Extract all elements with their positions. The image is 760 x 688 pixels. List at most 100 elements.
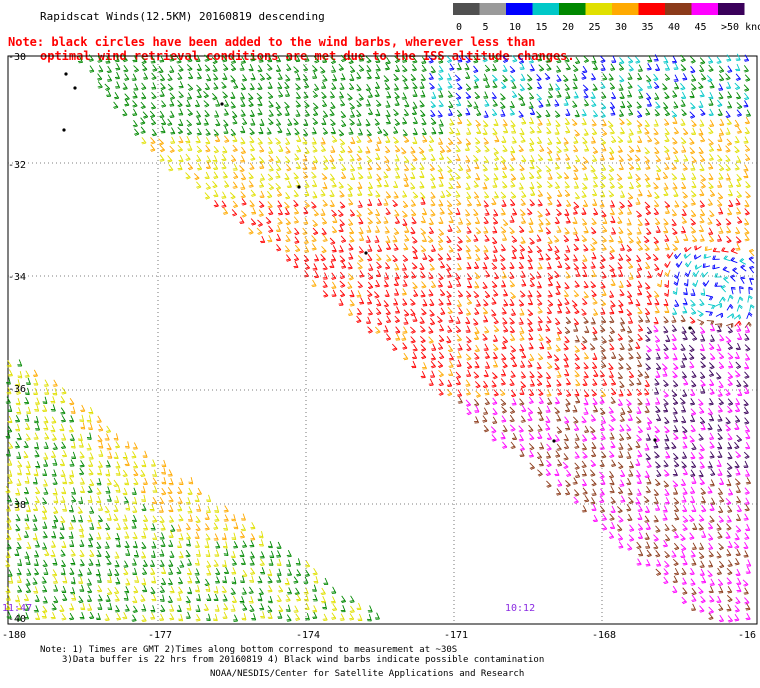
wind-barb — [267, 173, 274, 181]
wind-barb — [511, 136, 517, 144]
wind-barb — [60, 549, 66, 557]
wind-barb — [744, 333, 750, 341]
wind-barb — [727, 342, 733, 351]
wind-barb — [132, 100, 138, 108]
wind-barb — [714, 323, 723, 328]
wind-barb — [709, 235, 715, 243]
wind-barb — [312, 155, 318, 164]
wind-barb — [700, 174, 706, 182]
wind-barb — [394, 315, 400, 324]
wind-barb — [456, 225, 462, 234]
wind-barb — [502, 74, 508, 83]
wind-barb — [421, 362, 428, 370]
wind-barb — [69, 470, 75, 478]
wind-barb — [115, 81, 121, 89]
wind-barb — [538, 459, 544, 467]
wind-barb — [106, 478, 112, 486]
wind-barb — [321, 99, 328, 108]
wind-barb — [501, 415, 507, 423]
wind-barb — [734, 145, 740, 154]
wind-barb — [501, 135, 507, 144]
wind-barb — [473, 290, 480, 299]
wind-barb — [321, 245, 327, 254]
wind-barb — [331, 180, 337, 188]
wind-barb — [428, 326, 434, 334]
wind-barb — [519, 308, 525, 316]
wind-barb — [169, 54, 175, 62]
wind-barb — [610, 300, 616, 308]
wind-barb — [672, 487, 679, 495]
wind-barb — [689, 147, 696, 155]
wind-barb — [499, 254, 506, 262]
wind-barb — [691, 370, 697, 379]
wind-barb — [276, 568, 282, 576]
wind-barb — [483, 110, 489, 118]
wind-barb — [474, 344, 480, 353]
wind-barb — [708, 550, 714, 558]
wind-barb — [637, 307, 643, 315]
wind-barb — [293, 605, 299, 613]
wind-barb — [195, 136, 201, 144]
wind-barb — [267, 55, 273, 63]
wind-barb — [448, 360, 454, 369]
wind-barb — [267, 91, 274, 100]
wind-barb — [546, 316, 552, 324]
wind-barb — [330, 118, 336, 127]
wind-barb — [437, 360, 444, 369]
wind-barb — [150, 567, 156, 575]
wind-barb — [726, 81, 732, 90]
wind-barb — [95, 612, 101, 621]
wind-barb — [536, 451, 543, 460]
wind-barb — [617, 136, 624, 144]
wind-barb — [465, 308, 472, 316]
wind-barb — [680, 173, 686, 181]
wind-barb — [734, 82, 741, 91]
wind-barb — [744, 532, 750, 540]
wind-barb — [593, 369, 599, 378]
wind-barb — [80, 404, 86, 413]
wind-barb — [619, 479, 625, 487]
wind-barb — [276, 575, 282, 583]
wind-barb — [187, 514, 193, 522]
wind-barb — [194, 540, 200, 548]
wind-barb — [422, 135, 428, 143]
wind-barb — [106, 443, 112, 451]
wind-barb — [248, 596, 254, 604]
wind-barb — [284, 156, 291, 164]
wind-barb — [7, 469, 13, 477]
wind-barb — [734, 351, 740, 360]
wind-barb — [557, 260, 563, 269]
wind-barb — [467, 281, 473, 289]
wind-barb — [62, 593, 68, 602]
wind-barb — [122, 109, 128, 117]
wind-barb — [394, 272, 400, 280]
wind-barb — [625, 399, 632, 407]
wind-barb — [554, 252, 561, 261]
wind-barb — [113, 513, 119, 522]
wind-barb — [616, 506, 623, 514]
wind-barb — [211, 56, 218, 65]
wind-barb — [32, 369, 38, 377]
wind-barb — [565, 423, 571, 431]
wind-barb — [248, 227, 254, 235]
wind-barb — [177, 577, 183, 585]
wind-barb — [601, 91, 607, 100]
wind-barb — [401, 75, 408, 83]
wind-barb — [284, 89, 291, 97]
wind-barb — [196, 145, 203, 154]
wind-barb — [383, 75, 390, 83]
wind-barb — [158, 505, 164, 513]
wind-barb — [555, 65, 562, 73]
wind-barb — [275, 137, 281, 145]
footer-note-2: 3)Data buffer is 22 hrs from 20160819 4)… — [62, 655, 544, 665]
wind-barb — [554, 99, 560, 107]
wind-barb — [654, 298, 660, 306]
wind-barb — [626, 451, 632, 459]
wind-barb — [718, 614, 724, 623]
wind-barb — [437, 83, 443, 91]
wind-barb — [718, 603, 724, 612]
wind-barb — [562, 461, 569, 470]
wind-barb — [122, 611, 128, 620]
wind-barb — [654, 335, 661, 343]
wind-barb — [681, 567, 687, 576]
